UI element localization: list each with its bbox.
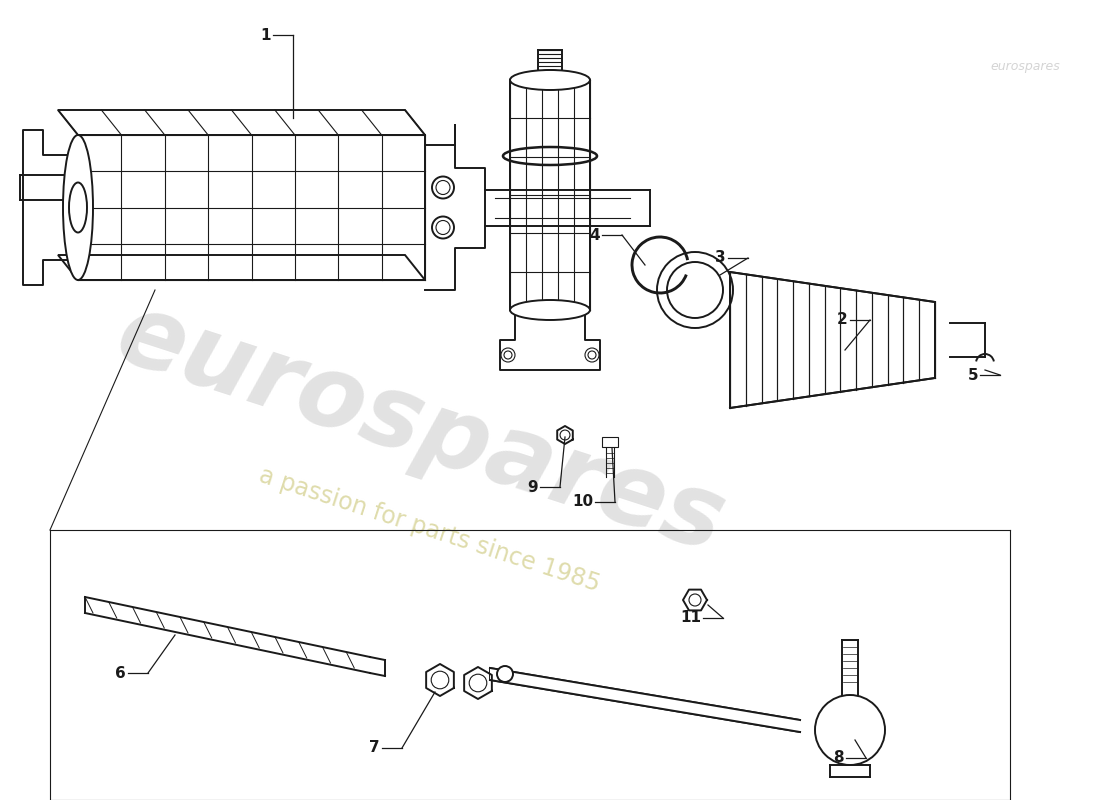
Text: 1: 1 <box>261 27 271 42</box>
Ellipse shape <box>436 181 450 194</box>
Ellipse shape <box>667 262 723 318</box>
Circle shape <box>689 594 701 606</box>
Circle shape <box>504 351 512 359</box>
Polygon shape <box>58 110 425 135</box>
Ellipse shape <box>63 135 94 280</box>
Bar <box>78 135 425 280</box>
Text: 7: 7 <box>370 741 379 755</box>
Text: a passion for parts since 1985: a passion for parts since 1985 <box>256 463 604 597</box>
Text: 10: 10 <box>572 494 593 510</box>
Ellipse shape <box>432 217 454 238</box>
Circle shape <box>585 348 600 362</box>
Circle shape <box>588 351 596 359</box>
Circle shape <box>470 674 487 692</box>
Bar <box>602 437 618 447</box>
Ellipse shape <box>436 221 450 234</box>
Text: eurospares: eurospares <box>104 286 736 574</box>
Text: 9: 9 <box>527 479 538 494</box>
Text: 8: 8 <box>834 750 844 766</box>
Circle shape <box>560 430 570 440</box>
Circle shape <box>500 348 515 362</box>
Text: 4: 4 <box>590 227 600 242</box>
Text: 3: 3 <box>715 250 726 266</box>
Text: eurospares: eurospares <box>990 60 1060 73</box>
Text: 5: 5 <box>967 367 978 382</box>
Text: 11: 11 <box>680 610 701 626</box>
Bar <box>510 80 590 310</box>
Ellipse shape <box>538 70 562 80</box>
Polygon shape <box>730 272 935 408</box>
Ellipse shape <box>510 70 590 90</box>
Circle shape <box>815 695 886 765</box>
Text: 6: 6 <box>116 666 127 681</box>
Ellipse shape <box>69 182 87 233</box>
Ellipse shape <box>510 300 590 320</box>
Polygon shape <box>58 255 425 280</box>
Circle shape <box>431 671 449 689</box>
Ellipse shape <box>432 177 454 198</box>
Text: 2: 2 <box>837 313 848 327</box>
Circle shape <box>497 666 513 682</box>
Polygon shape <box>490 668 800 732</box>
Ellipse shape <box>657 252 733 328</box>
